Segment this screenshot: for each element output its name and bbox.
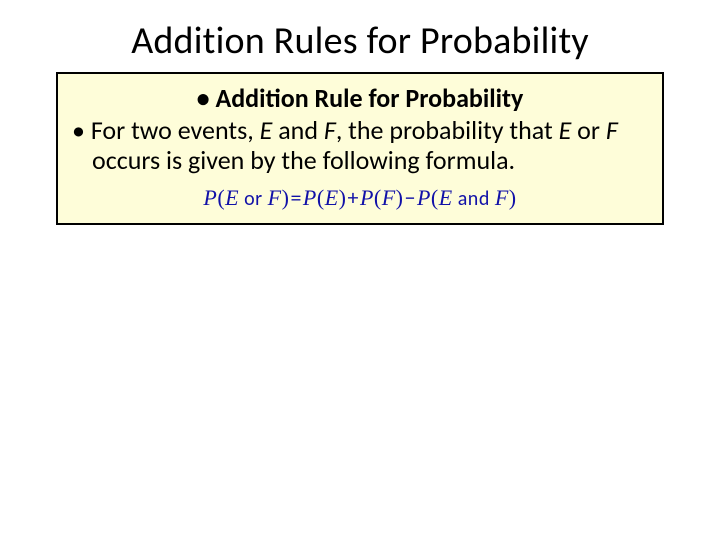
f-P3: P [360,185,374,210]
f-rp3: ) [396,185,404,210]
var-E-2: E [559,114,572,146]
f-and: and [453,187,495,211]
sub-header: Addition Rule for Probability [72,82,648,114]
formula-row: P(E or F)=P(E)+P(F)−P(E and F) [72,184,648,211]
f-P4: P [417,185,431,210]
slide-title: Addition Rules for Probability [56,18,664,64]
f-rp4: ) [509,185,517,210]
body-mid2: , the probability that [336,114,559,146]
f-F3: F [495,185,509,210]
f-P2: P [303,185,317,210]
f-eq: = [290,184,301,211]
f-lp1: ( [217,185,225,210]
formula: P(E or F)=P(E)+P(F)−P(E and F) [203,184,516,211]
f-rp1: ) [282,185,290,210]
f-F1: F [268,185,282,210]
f-P1: P [203,185,217,210]
f-rp2: ) [339,185,347,210]
f-minus: − [405,184,416,211]
body-mid3: or [571,114,606,146]
f-lp2: ( [317,185,325,210]
var-F-2: F [606,114,618,146]
f-E1: E [225,185,239,210]
body-prefix: • For two events, [72,114,260,146]
f-E2: E [325,185,339,210]
body-text: • For two events, E and F, the probabili… [72,116,648,176]
f-E3: E [439,185,453,210]
var-F-1: F [324,114,336,146]
f-lp4: ( [431,185,439,210]
f-or: or [239,187,268,211]
body-suffix: occurs is given by the following formula… [92,144,515,176]
var-E-1: E [260,114,273,146]
f-plus: + [347,184,358,211]
f-F2: F [382,185,396,210]
slide: Addition Rules for Probability Addition … [0,0,720,540]
body-mid1: and [272,114,324,146]
f-lp3: ( [374,185,382,210]
content-box: Addition Rule for Probability • For two … [56,72,664,225]
